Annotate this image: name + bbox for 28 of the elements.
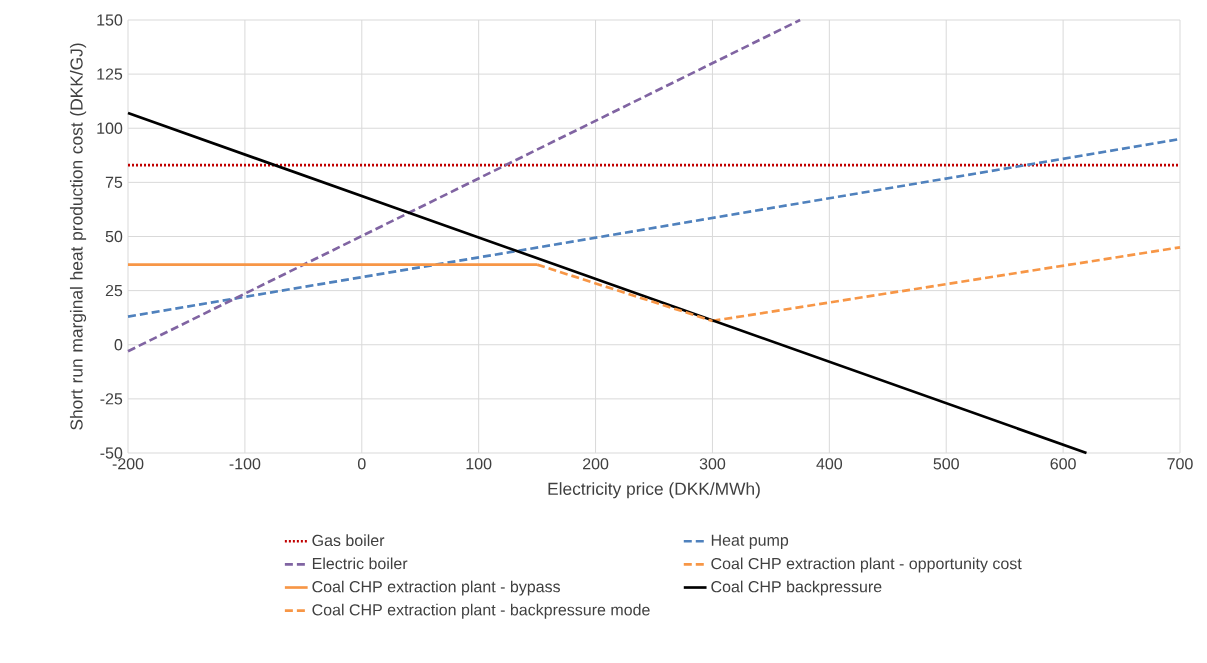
y-tick-label: 100 bbox=[97, 122, 123, 134]
x-tick-label: 200 bbox=[583, 458, 609, 470]
y-tick-label: -25 bbox=[100, 393, 123, 405]
y-tick-label: 125 bbox=[97, 68, 123, 80]
y-tick-label: -50 bbox=[100, 447, 123, 459]
y-tick-label: 75 bbox=[105, 176, 123, 188]
x-tick-label: -100 bbox=[229, 458, 261, 470]
legend-label: Electric boiler bbox=[312, 557, 408, 570]
y-tick-label: 0 bbox=[114, 339, 123, 351]
x-tick-label: 600 bbox=[1050, 458, 1076, 470]
legend-label: Coal CHP extraction plant - opportunity cost bbox=[711, 557, 1022, 573]
x-tick-label: 100 bbox=[466, 458, 492, 470]
legend-label: Heat pump bbox=[711, 534, 789, 549]
x-tick-label: 500 bbox=[933, 458, 959, 470]
legend-label: Coal CHP extraction plant - bypass bbox=[312, 580, 561, 596]
x-tick-label: -200 bbox=[112, 458, 144, 470]
y-tick-label: 150 bbox=[97, 14, 123, 26]
x-tick-label: 300 bbox=[699, 458, 726, 470]
y-tick-label: 50 bbox=[105, 230, 123, 243]
x-axis-title: Electricity price (DKK/MWh) bbox=[548, 482, 760, 499]
y-axis-title: Short run marginal heat production cost (DKK/GJ) bbox=[69, 43, 87, 430]
y-tick-label: 25 bbox=[105, 284, 123, 297]
legend-label: Gas boiler bbox=[312, 534, 385, 547]
x-tick-label: 700 bbox=[1167, 458, 1193, 470]
legend-label: Coal CHP backpressure bbox=[711, 580, 882, 596]
x-tick-label: 400 bbox=[816, 458, 843, 470]
legend-label: Coal CHP extraction plant - backpressure mode bbox=[312, 603, 650, 619]
x-tick-label: 0 bbox=[357, 458, 366, 470]
